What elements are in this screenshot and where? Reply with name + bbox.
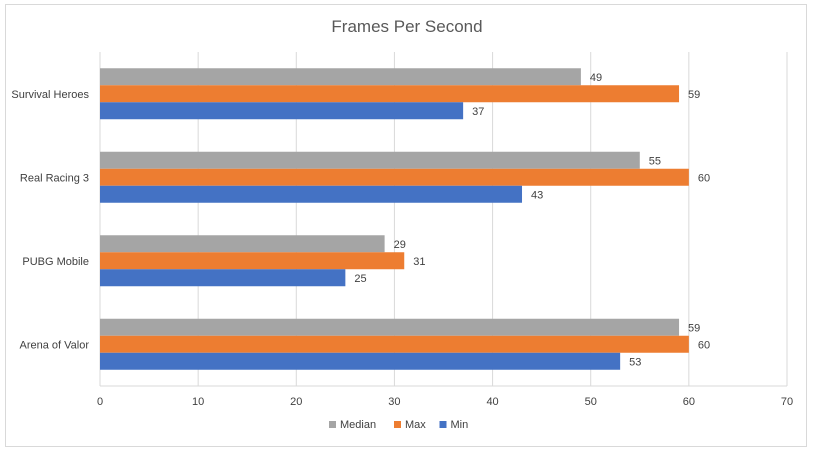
data-label-max-0: 60 bbox=[698, 339, 710, 351]
category-label-0: Arena of Valor bbox=[19, 339, 89, 351]
data-label-min-0: 53 bbox=[629, 356, 641, 368]
data-label-median-3: 49 bbox=[590, 72, 602, 84]
bar-min-2 bbox=[100, 185, 523, 203]
category-label-3: Survival Heroes bbox=[11, 89, 89, 101]
x-tick-label-50: 50 bbox=[585, 396, 597, 408]
x-tick-label-20: 20 bbox=[290, 396, 302, 408]
x-tick-label-40: 40 bbox=[486, 396, 498, 408]
x-tick-label-70: 70 bbox=[781, 396, 793, 408]
bar-max-2 bbox=[100, 168, 689, 186]
legend-label-min: Min bbox=[451, 419, 469, 431]
bar-median-3 bbox=[100, 68, 581, 86]
bars bbox=[100, 68, 689, 370]
category-label-1: PUBG Mobile bbox=[22, 256, 89, 268]
bar-min-0 bbox=[100, 352, 621, 370]
bar-max-1 bbox=[100, 252, 405, 270]
category-label-2: Real Racing 3 bbox=[20, 172, 89, 184]
legend-swatch-max bbox=[394, 421, 401, 428]
bar-median-2 bbox=[100, 151, 640, 169]
bar-median-0 bbox=[100, 318, 680, 336]
data-label-min-3: 37 bbox=[472, 106, 484, 118]
bar-max-0 bbox=[100, 335, 689, 353]
bar-min-1 bbox=[100, 269, 346, 287]
data-label-median-0: 59 bbox=[688, 322, 700, 334]
data-label-max-1: 31 bbox=[413, 256, 425, 268]
data-label-max-2: 60 bbox=[698, 172, 710, 184]
data-label-median-2: 55 bbox=[649, 155, 661, 167]
data-label-median-1: 29 bbox=[394, 239, 406, 251]
legend-swatch-min bbox=[439, 421, 447, 428]
x-tick-label-30: 30 bbox=[388, 396, 400, 408]
x-axis-ticks: 0 10 20 30 40 50 60 70 bbox=[97, 396, 793, 408]
legend-label-median: Median bbox=[340, 419, 376, 431]
x-tick-label-60: 60 bbox=[683, 396, 695, 408]
data-label-min-1: 25 bbox=[354, 273, 366, 285]
x-tick-label-10: 10 bbox=[192, 396, 204, 408]
legend: Median Max Min bbox=[329, 419, 468, 431]
data-label-min-2: 43 bbox=[531, 189, 543, 201]
x-tick-label-0: 0 bbox=[97, 396, 103, 408]
category-labels: Arena of Valor PUBG Mobile Real Racing 3 Su… bbox=[11, 89, 89, 352]
chart-title: Frames Per Second bbox=[331, 17, 482, 36]
bar-min-3 bbox=[100, 102, 464, 120]
data-label-max-3: 59 bbox=[688, 89, 700, 101]
bar-max-3 bbox=[100, 85, 680, 103]
legend-label-max: Max bbox=[405, 419, 426, 431]
bar-median-1 bbox=[100, 235, 385, 253]
data-labels: 59 60 53 29 31 25 55 60 43 49 59 37 bbox=[354, 72, 710, 369]
legend-swatch-median bbox=[329, 421, 336, 428]
